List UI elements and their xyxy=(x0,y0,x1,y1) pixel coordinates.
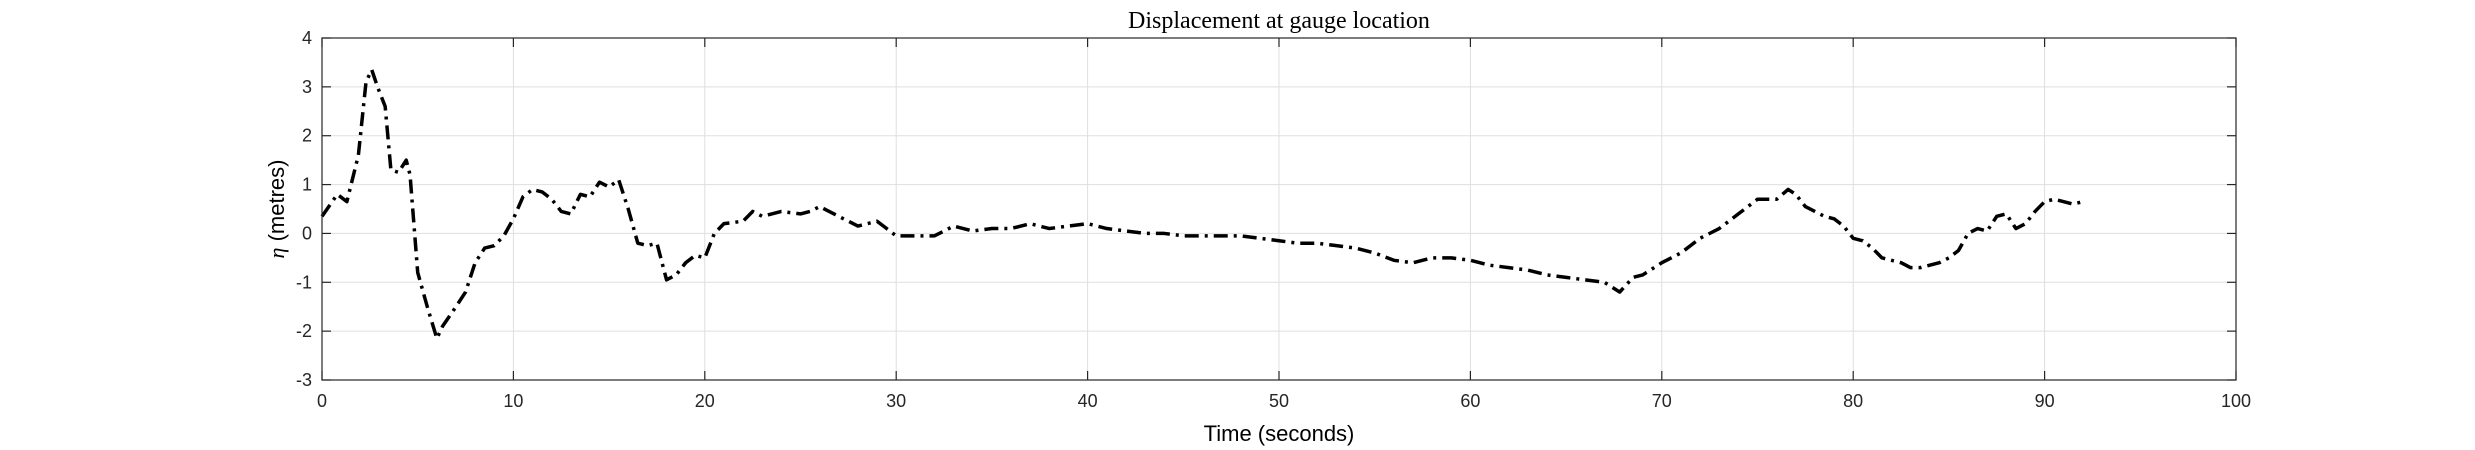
x-tick-label: 40 xyxy=(1078,391,1098,411)
x-tick-label: 50 xyxy=(1269,391,1289,411)
y-tick-label: 3 xyxy=(302,77,312,97)
y-axis-label-symbol: η xyxy=(264,248,289,259)
x-tick-label: 70 xyxy=(1652,391,1672,411)
x-tick-label: 30 xyxy=(886,391,906,411)
y-tick-label: 4 xyxy=(302,28,312,48)
x-axis-label: Time (seconds) xyxy=(1204,421,1355,446)
x-tick-label: 100 xyxy=(2221,391,2251,411)
y-tick-label: -1 xyxy=(296,272,312,292)
y-axis-ticks: -3 -2 -1 0 1 2 3 4 xyxy=(296,28,2236,390)
x-tick-label: 0 xyxy=(317,391,327,411)
x-tick-label: 10 xyxy=(503,391,523,411)
y-tick-label: -2 xyxy=(296,321,312,341)
x-tick-label: 80 xyxy=(1843,391,1863,411)
y-tick-label: 0 xyxy=(302,223,312,243)
x-axis-ticks: 0 10 20 30 40 50 60 70 80 90 100 xyxy=(317,38,2251,411)
y-axis-label: η (metres) xyxy=(264,160,289,259)
x-tick-label: 90 xyxy=(2035,391,2055,411)
y-tick-label: 1 xyxy=(302,175,312,195)
x-tick-label: 20 xyxy=(695,391,715,411)
x-tick-label: 60 xyxy=(1460,391,1480,411)
series-line xyxy=(320,68,2084,341)
chart-title: Displacement at gauge location xyxy=(1128,8,1430,34)
y-tick-label: 2 xyxy=(302,126,312,146)
y-tick-label: -3 xyxy=(296,370,312,390)
y-axis-label-unit: (metres) xyxy=(264,160,289,248)
